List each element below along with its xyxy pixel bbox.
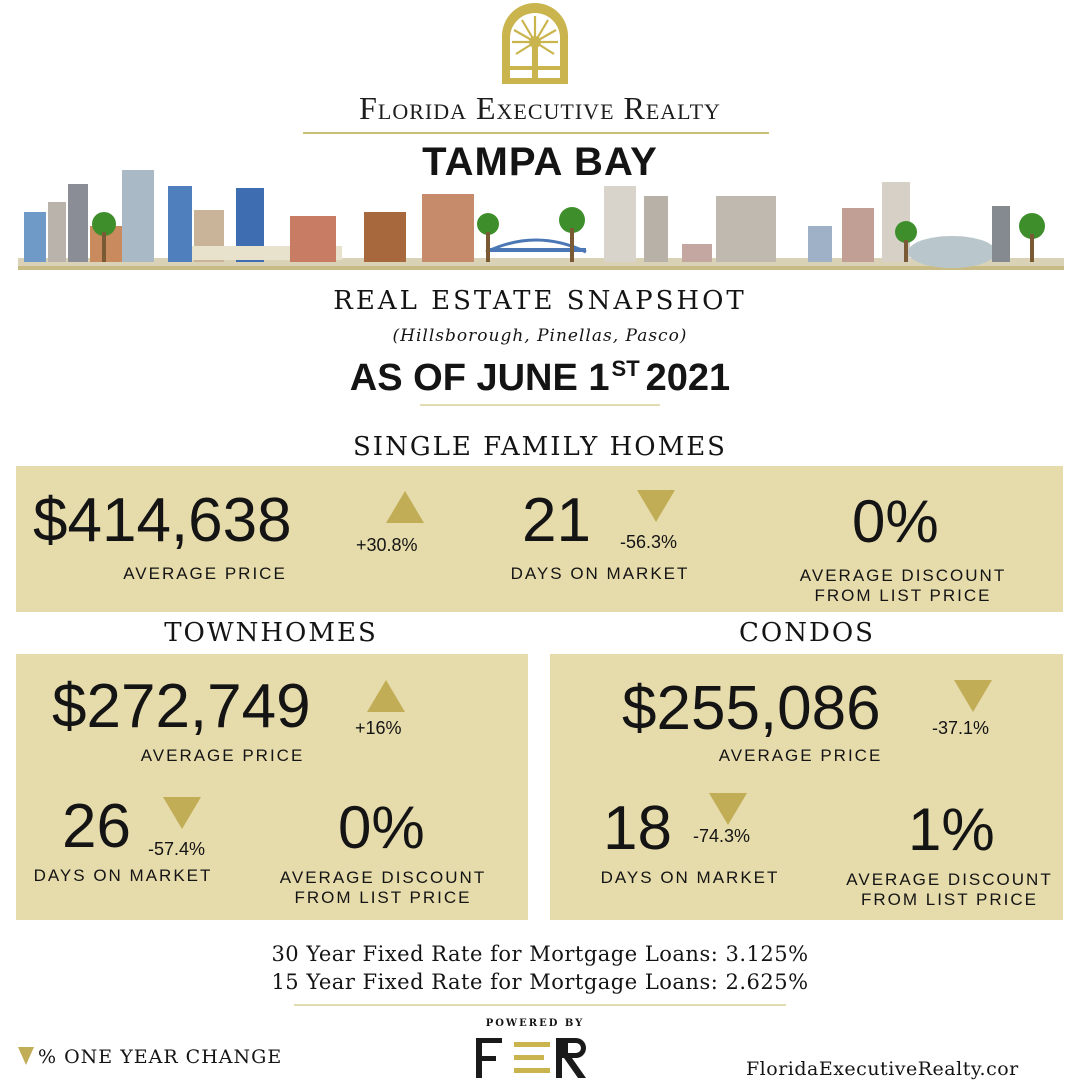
- powered-by-label: POWERED BY: [485, 1018, 585, 1029]
- condos-price-change: -37.1%: [932, 718, 990, 738]
- condos-discount-label-line2: FROM LIST PRICE: [860, 890, 1039, 909]
- date-divider: [420, 404, 660, 406]
- up-triangle-icon: [386, 491, 424, 523]
- single-family-title: SINGLE FAMILY HOMES: [353, 432, 727, 462]
- down-triangle-icon: [163, 797, 201, 829]
- townhomes-discount-label: AVERAGE DISCOUNT FROM LIST PRICE: [258, 868, 508, 908]
- brand-logo-icon: [498, 2, 572, 86]
- snapshot-date-ordinal: ST: [611, 356, 640, 381]
- down-triangle-icon: [709, 793, 747, 825]
- rate-15-year: 15 Year Fixed Rate for Mortgage Loans: 2…: [271, 970, 809, 994]
- single-family-days-label: DAYS ON MARKET: [510, 564, 690, 583]
- condos-price-label: AVERAGE PRICE: [718, 746, 883, 765]
- single-family-days-change: -56.3%: [620, 532, 678, 552]
- condos-discount: 1%: [908, 796, 995, 863]
- city-title: TAMPA BAY: [422, 140, 658, 184]
- down-triangle-icon: [637, 490, 675, 522]
- rate-30-year: 30 Year Fixed Rate for Mortgage Loans: 3…: [271, 942, 809, 966]
- condos-price: $255,086: [622, 674, 881, 743]
- townhomes-panel: [16, 654, 528, 920]
- townhomes-days: 26: [62, 792, 131, 861]
- townhomes-discount-label-line1: AVERAGE DISCOUNT: [279, 868, 487, 887]
- single-family-discount: 0%: [852, 488, 939, 555]
- single-family-panel: [16, 466, 1063, 612]
- down-triangle-icon: [954, 680, 992, 712]
- condos-discount-label-line1: AVERAGE DISCOUNT: [846, 870, 1053, 889]
- website-link[interactable]: FloridaExecutiveRealty.cor: [746, 1058, 1019, 1080]
- fer-logo: [470, 1030, 600, 1080]
- single-family-price-label: AVERAGE PRICE: [123, 564, 287, 583]
- single-family-discount-label: AVERAGE DISCOUNT FROM LIST PRICE: [778, 566, 1028, 606]
- change-legend: % ONE YEAR CHANGE: [18, 1046, 282, 1068]
- single-family-discount-label-line1: AVERAGE DISCOUNT: [799, 566, 1007, 585]
- townhomes-price: $272,749: [52, 672, 311, 741]
- legend-triangle-icon: [18, 1047, 34, 1065]
- snapshot-counties: (Hillsborough, Pinellas, Pasco): [392, 326, 688, 346]
- skyline-illustration: [18, 166, 1064, 272]
- brand-divider: [303, 132, 769, 134]
- townhomes-price-label: AVERAGE PRICE: [140, 746, 305, 765]
- up-triangle-icon: [367, 680, 405, 712]
- snapshot-date: AS OF JUNE 1ST 2021: [0, 356, 1080, 400]
- single-family-discount-label-line2: FROM LIST PRICE: [814, 586, 992, 605]
- single-family-price: $414,638: [33, 486, 292, 555]
- single-family-days: 21: [522, 486, 591, 555]
- townhomes-discount: 0%: [338, 794, 425, 861]
- townhomes-days-label: DAYS ON MARKET: [33, 866, 213, 885]
- legend-text: % ONE YEAR CHANGE: [38, 1046, 283, 1068]
- snapshot-date-year: 2021: [645, 357, 731, 399]
- snapshot-title: REAL ESTATE SNAPSHOT: [333, 286, 747, 316]
- townhomes-price-change: +16%: [355, 718, 402, 738]
- brand-name: Florida Executive Realty: [359, 90, 721, 126]
- condos-title: CONDOS: [739, 618, 875, 648]
- condos-days-change: -74.3%: [693, 826, 751, 846]
- townhomes-days-change: -57.4%: [148, 839, 206, 859]
- condos-discount-label: AVERAGE DISCOUNT FROM LIST PRICE: [822, 870, 1077, 910]
- condos-days-label: DAYS ON MARKET: [600, 868, 780, 887]
- condos-days: 18: [603, 794, 672, 863]
- rates-divider: [294, 1004, 786, 1006]
- snapshot-date-prefix: AS OF JUNE 1: [349, 357, 610, 399]
- townhomes-discount-label-line2: FROM LIST PRICE: [294, 888, 472, 907]
- townhomes-title: TOWNHOMES: [164, 618, 378, 648]
- single-family-price-change: +30.8%: [356, 535, 418, 555]
